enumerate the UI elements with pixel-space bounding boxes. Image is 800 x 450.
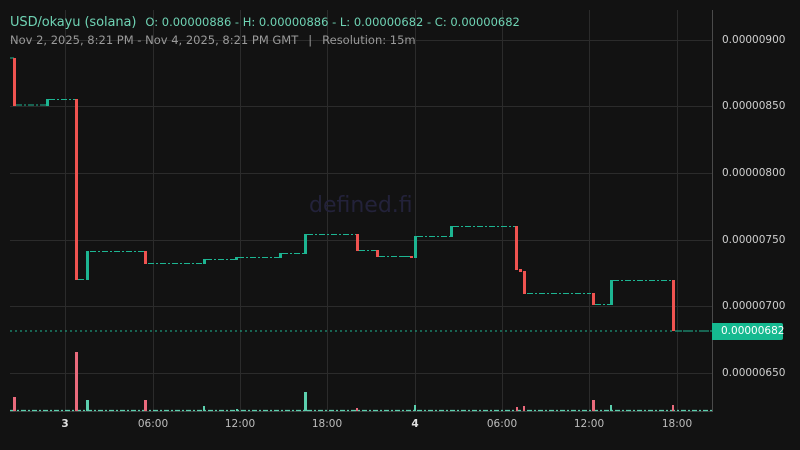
candles bbox=[13, 58, 675, 331]
current-price-tag: 0.00000682 bbox=[712, 323, 784, 340]
x-tick-label: 3 bbox=[61, 418, 69, 430]
grid bbox=[10, 10, 712, 411]
x-tick-label: 06:00 bbox=[137, 418, 169, 430]
volume-bars bbox=[13, 352, 674, 411]
chart-subheader: Nov 2, 2025, 8:21 PM - Nov 4, 2025, 8:21… bbox=[10, 33, 416, 47]
y-tick-label: 0.00000750 bbox=[722, 234, 786, 246]
x-tick-label: 12:00 bbox=[573, 418, 605, 430]
y-tick-label: 0.00000650 bbox=[722, 367, 786, 379]
x-tick-label: 18:00 bbox=[311, 418, 343, 430]
flat-price-segments bbox=[10, 57, 712, 332]
y-tick-label: 0.00000700 bbox=[722, 300, 786, 312]
y-tick-label: 0.00000850 bbox=[722, 100, 786, 112]
separator: | bbox=[308, 33, 313, 47]
ohlc-values: O: 0.00000886 - H: 0.00000886 - L: 0.000… bbox=[145, 15, 520, 29]
y-tick-label: 0.00000800 bbox=[722, 167, 786, 179]
chart-header: USD/okayu (solana) O: 0.00000886 - H: 0.… bbox=[10, 11, 520, 30]
pair-title: USD/okayu (solana) bbox=[10, 15, 137, 30]
x-tick-label: 06:00 bbox=[486, 418, 518, 430]
watermark: defined.fi bbox=[309, 193, 413, 218]
resolution-label: Resolution: 15m bbox=[322, 33, 416, 47]
date-range: Nov 2, 2025, 8:21 PM - Nov 4, 2025, 8:21… bbox=[10, 33, 299, 47]
x-tick-label: 4 bbox=[411, 418, 419, 430]
y-tick-label: 0.00000900 bbox=[722, 34, 786, 46]
x-tick-label: 18:00 bbox=[661, 418, 693, 430]
x-tick-label: 12:00 bbox=[224, 418, 256, 430]
